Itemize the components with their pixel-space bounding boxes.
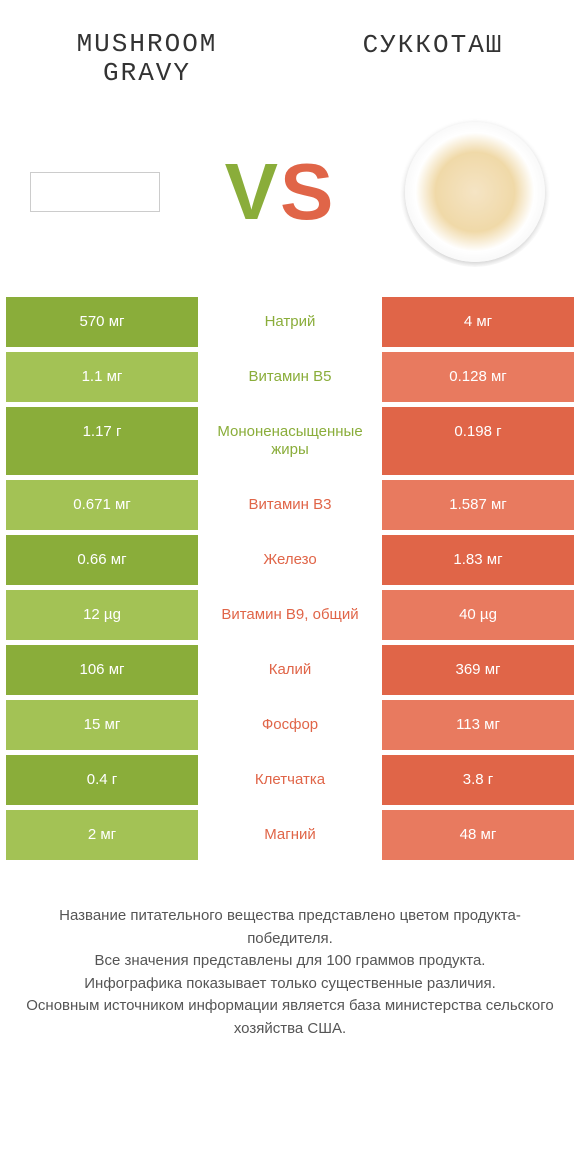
vs-v: V — [225, 147, 280, 236]
table-row: 1.17 гМононенасыщенные жиры0.198 г — [6, 407, 574, 475]
table-row: 0.66 мгЖелезо1.83 мг — [6, 535, 574, 585]
value-right: 3.8 г — [382, 755, 574, 805]
header: MUSHROOM GRAVY СУККОТАШ — [0, 0, 580, 97]
value-right: 0.128 мг — [382, 352, 574, 402]
value-left: 570 мг — [6, 297, 198, 347]
comparison-table: 570 мгНатрий4 мг1.1 мгВитамин B50.128 мг… — [0, 297, 580, 860]
value-right: 1.587 мг — [382, 480, 574, 530]
footer-line-1: Название питательного вещества представл… — [20, 905, 560, 950]
vs-s: S — [280, 147, 335, 236]
nutrient-label: Витамин B5 — [198, 352, 382, 402]
value-left: 0.66 мг — [6, 535, 198, 585]
title-left-line1: MUSHROOM — [30, 30, 264, 59]
vs-label: VS — [225, 146, 336, 238]
nutrient-label: Витамин B3 — [198, 480, 382, 530]
images-row: VS — [0, 97, 580, 297]
table-row: 2 мгМагний48 мг — [6, 810, 574, 860]
value-right: 369 мг — [382, 645, 574, 695]
footer-line-2: Все значения представлены для 100 граммо… — [20, 950, 560, 973]
value-left: 12 µg — [6, 590, 198, 640]
value-right: 0.198 г — [382, 407, 574, 475]
footer-line-4: Основным источником информации является … — [20, 995, 560, 1040]
table-row: 0.671 мгВитамин B31.587 мг — [6, 480, 574, 530]
value-left: 15 мг — [6, 700, 198, 750]
table-row: 106 мгКалий369 мг — [6, 645, 574, 695]
table-row: 15 мгФосфор113 мг — [6, 700, 574, 750]
header-left: MUSHROOM GRAVY — [30, 30, 264, 87]
nutrient-label: Фосфор — [198, 700, 382, 750]
value-right: 40 µg — [382, 590, 574, 640]
value-left: 1.17 г — [6, 407, 198, 475]
succotash-plate-icon — [405, 122, 545, 262]
value-right: 48 мг — [382, 810, 574, 860]
nutrient-label: Калий — [198, 645, 382, 695]
header-right: СУККОТАШ — [316, 30, 550, 60]
value-left: 1.1 мг — [6, 352, 198, 402]
nutrient-label: Мононенасыщенные жиры — [198, 407, 382, 475]
table-row: 12 µgВитамин B9, общий40 µg — [6, 590, 574, 640]
footer-line-3: Инфографика показывает только существенн… — [20, 973, 560, 996]
table-row: 570 мгНатрий4 мг — [6, 297, 574, 347]
footer-notes: Название питательного вещества представл… — [0, 865, 580, 1060]
value-left: 0.4 г — [6, 755, 198, 805]
value-right: 113 мг — [382, 700, 574, 750]
food-image-right — [400, 117, 550, 267]
table-row: 0.4 гКлетчатка3.8 г — [6, 755, 574, 805]
nutrient-label: Клетчатка — [198, 755, 382, 805]
nutrient-label: Магний — [198, 810, 382, 860]
nutrient-label: Натрий — [198, 297, 382, 347]
table-row: 1.1 мгВитамин B50.128 мг — [6, 352, 574, 402]
value-right: 1.83 мг — [382, 535, 574, 585]
value-left: 0.671 мг — [6, 480, 198, 530]
value-right: 4 мг — [382, 297, 574, 347]
value-left: 106 мг — [6, 645, 198, 695]
nutrient-label: Железо — [198, 535, 382, 585]
title-left-line2: GRAVY — [30, 59, 264, 88]
food-image-left-placeholder — [30, 172, 160, 212]
nutrient-label: Витамин B9, общий — [198, 590, 382, 640]
title-right: СУККОТАШ — [316, 30, 550, 60]
value-left: 2 мг — [6, 810, 198, 860]
